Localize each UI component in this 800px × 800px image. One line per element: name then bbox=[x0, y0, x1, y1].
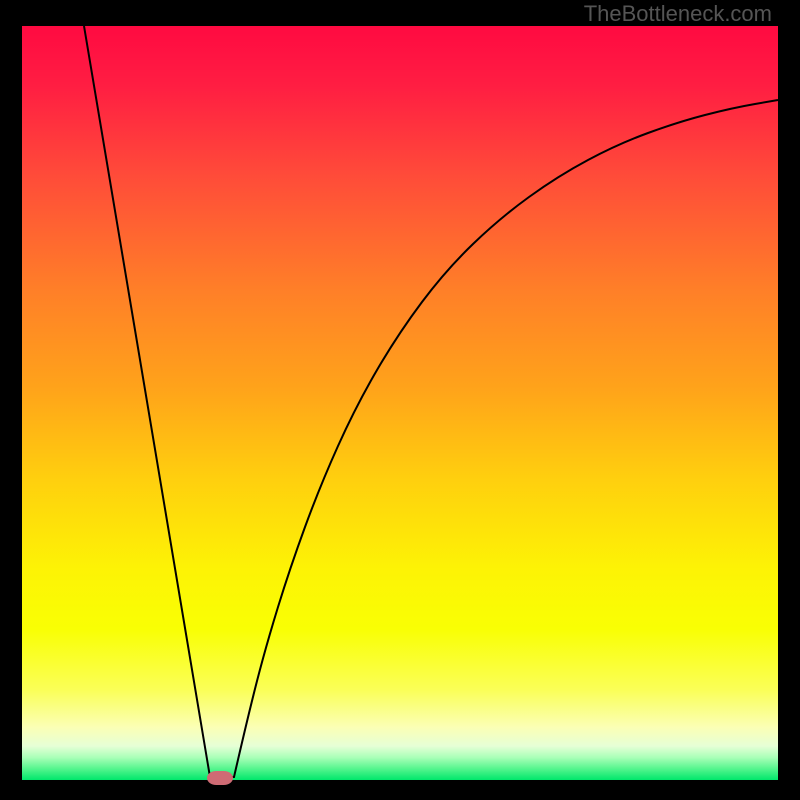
border-left bbox=[0, 0, 22, 800]
chart-container: TheBottleneck.com bbox=[0, 0, 800, 800]
bottleneck-curve bbox=[84, 26, 778, 777]
curve-layer bbox=[22, 26, 778, 780]
plot-area bbox=[22, 26, 778, 780]
border-bottom bbox=[0, 780, 800, 800]
border-right bbox=[778, 0, 800, 800]
optimum-marker bbox=[207, 771, 233, 785]
watermark-text: TheBottleneck.com bbox=[584, 1, 772, 27]
